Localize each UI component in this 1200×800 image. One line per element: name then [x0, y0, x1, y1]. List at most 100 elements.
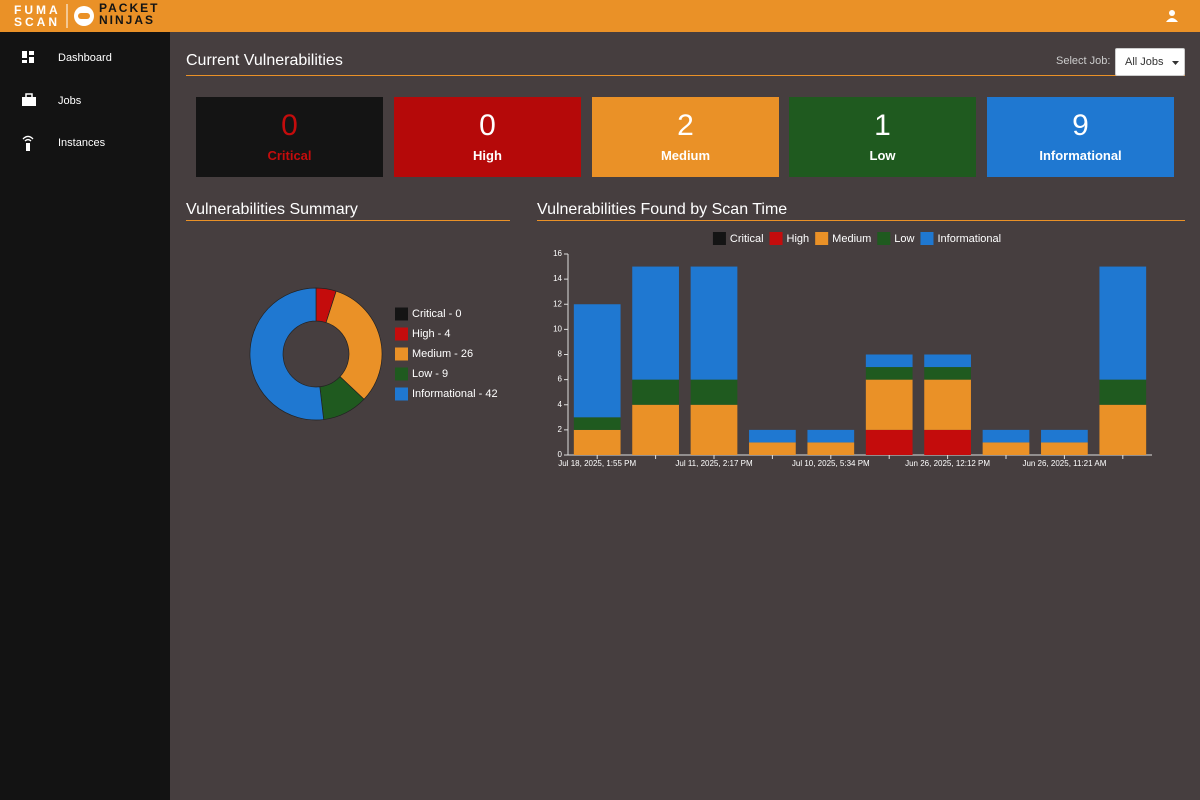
nav-item[interactable]: Instances	[0, 128, 170, 158]
bar-segment	[924, 379, 971, 430]
bar-segment	[865, 367, 913, 380]
bar-segment	[1041, 429, 1088, 443]
x-tick-label: Jul 18, 2025, 1:55 PM	[558, 459, 636, 468]
logo-bottom: SCAN	[14, 15, 60, 29]
legend-label: High	[787, 233, 810, 245]
card-label: Informational	[1039, 148, 1122, 163]
nav-item[interactable]: Jobs	[0, 86, 170, 116]
x-tick-label: Jul 10, 2025, 5:34 PM	[792, 459, 870, 468]
severity-card: 0 High	[394, 97, 581, 177]
brand-icon-mask	[78, 13, 90, 19]
bar-segment	[749, 429, 796, 443]
y-tick-label: 16	[553, 249, 562, 258]
legend-label: High - 4	[412, 328, 451, 340]
legend-swatch	[395, 347, 408, 361]
legend-swatch	[395, 387, 408, 401]
bar-segment	[865, 429, 913, 455]
legend-swatch	[395, 307, 408, 321]
bar-segment	[632, 404, 679, 455]
legend-swatch	[920, 232, 934, 245]
select-value: All Jobs	[1125, 56, 1164, 68]
bar-segment	[865, 379, 913, 430]
header: FUMA SCAN PACKET NINJAS	[0, 0, 1200, 32]
severity-card: 1 Low	[789, 97, 976, 177]
legend-label: Critical - 0	[412, 308, 462, 320]
y-tick-label: 12	[553, 299, 562, 308]
bar-segment	[924, 429, 971, 455]
section-title: Vulnerabilities Summary	[186, 201, 358, 218]
bar-segment	[690, 404, 738, 455]
x-tick-label: Jun 26, 2025, 11:21 AM	[1022, 459, 1106, 468]
legend-swatch	[769, 232, 783, 245]
bar-segment	[807, 442, 855, 455]
nav-item[interactable]: Dashboard	[0, 43, 170, 73]
y-tick-label: 8	[558, 350, 563, 359]
nav-label: Jobs	[58, 95, 82, 107]
legend-label: Medium - 26	[412, 348, 473, 360]
section-title: Vulnerabilities Found by Scan Time	[537, 201, 788, 218]
card-label: Critical	[267, 148, 312, 163]
bar-segment	[982, 442, 1030, 455]
y-tick-label: 2	[558, 425, 563, 434]
legend-label: Low - 9	[412, 368, 448, 380]
legend-swatch	[815, 232, 829, 245]
section-rule	[537, 220, 1185, 221]
logo[interactable]: FUMA SCAN PACKET NINJAS	[0, 0, 200, 32]
y-tick-label: 6	[558, 375, 563, 384]
y-tick-label: 4	[558, 400, 563, 409]
x-tick-label: Jun 26, 2025, 12:12 PM	[905, 459, 990, 468]
legend-label: Informational	[937, 233, 1001, 245]
card-count: 9	[1072, 109, 1089, 142]
card-count: 0	[281, 109, 298, 142]
card-label: Low	[869, 148, 896, 163]
severity-card: 2 Medium	[592, 97, 779, 177]
card-label: High	[473, 148, 502, 163]
bar-segment	[632, 266, 679, 380]
card-count: 0	[479, 109, 496, 142]
bar-segment	[573, 304, 621, 418]
section-rule	[186, 75, 1185, 76]
legend-swatch	[712, 232, 726, 245]
card-count: 2	[677, 109, 694, 142]
brand-bottom: NINJAS	[99, 13, 155, 27]
bar-segment	[690, 266, 738, 380]
donut-slice	[249, 287, 325, 421]
legend-label: Informational - 42	[412, 388, 498, 400]
legend-swatch	[877, 232, 891, 245]
bar-segment	[1099, 404, 1147, 455]
bar-segment	[573, 417, 621, 430]
bar-segment	[573, 429, 621, 455]
bar-segment	[690, 379, 738, 405]
bar-segment	[865, 354, 913, 368]
card-label: Medium	[660, 148, 711, 163]
brand-top: PACKET	[99, 1, 159, 15]
bar-segment	[1041, 442, 1088, 455]
section-rule	[186, 220, 510, 221]
bar-segment	[1099, 379, 1147, 405]
legend-label: Medium	[832, 233, 871, 245]
y-tick-label: 10	[553, 324, 562, 333]
job-select[interactable]: All Jobs	[1115, 48, 1185, 76]
card-count: 1	[874, 109, 891, 142]
nav-label: Dashboard	[58, 52, 112, 64]
sidebar: Dashboard Jobs Instances	[0, 32, 170, 800]
select-label: Select Job:	[1056, 55, 1111, 67]
section-title: Current Vulnerabilities	[186, 52, 343, 69]
bar-segment	[749, 442, 796, 455]
legend-label: Critical	[730, 233, 764, 245]
user-icon[interactable]	[1165, 9, 1179, 23]
caret	[1172, 61, 1179, 65]
y-tick-label: 14	[553, 274, 562, 283]
severity-card: 0 Critical	[196, 97, 383, 177]
legend-swatch	[395, 327, 408, 341]
bar-segment	[982, 429, 1030, 443]
legend-label: Low	[894, 233, 914, 245]
bar-segment	[924, 354, 971, 368]
nav-icon	[22, 93, 36, 106]
nav-label: Instances	[58, 137, 106, 149]
logo-top: FUMA	[14, 3, 61, 17]
severity-card: 9 Informational	[987, 97, 1174, 177]
bar-segment	[807, 429, 855, 443]
